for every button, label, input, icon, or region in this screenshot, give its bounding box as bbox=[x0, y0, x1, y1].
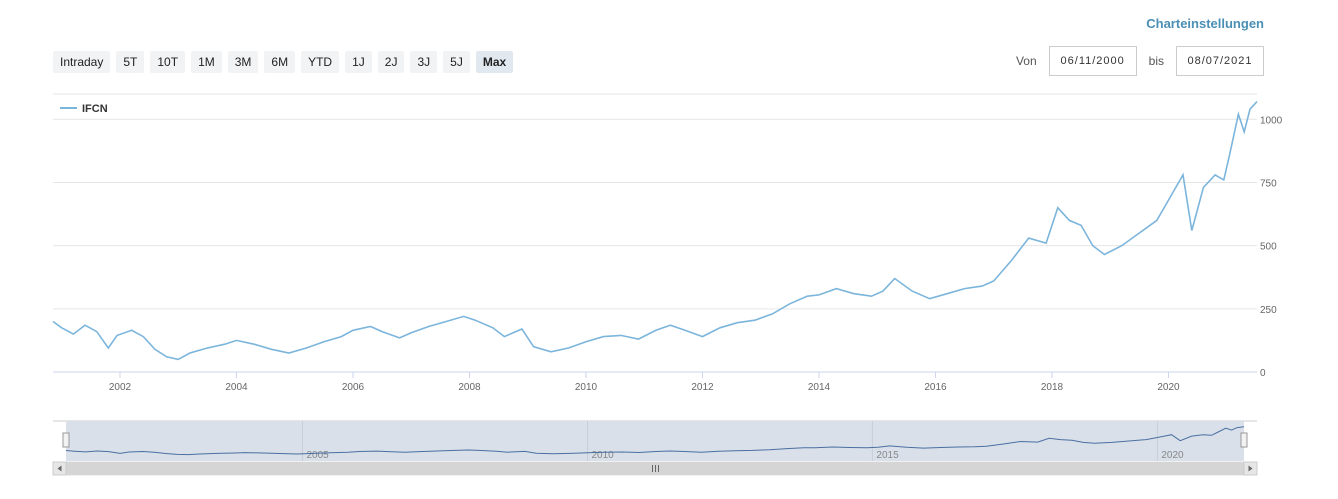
y-axis-ticks: 0 250 500 750 1000 bbox=[1260, 115, 1283, 379]
scrollbar[interactable] bbox=[52, 461, 1258, 476]
y-tick-label: 250 bbox=[1260, 305, 1277, 316]
range-selector: Intraday 5T 10T 1M 3M 6M YTD 1J 2J 3J 5J… bbox=[53, 51, 514, 73]
range-button-intraday[interactable]: Intraday bbox=[53, 51, 111, 73]
range-button-ytd[interactable]: YTD bbox=[301, 51, 340, 73]
x-tick-label: 2008 bbox=[458, 382, 481, 393]
range-button-max[interactable]: Max bbox=[475, 51, 514, 73]
x-tick-label: 2006 bbox=[342, 382, 365, 393]
range-button-5j[interactable]: 5J bbox=[443, 51, 470, 73]
navigator-selected-range[interactable] bbox=[66, 421, 1244, 461]
x-tick-label: 2004 bbox=[225, 382, 248, 393]
navigator-left-handle[interactable] bbox=[62, 432, 70, 448]
navigator-tick-label: 2005 bbox=[307, 450, 330, 461]
y-tick-label: 1000 bbox=[1260, 115, 1283, 126]
date-from-label: Von bbox=[1015, 54, 1037, 68]
legend[interactable]: IFCN bbox=[60, 103, 108, 115]
range-button-5t[interactable]: 5T bbox=[116, 51, 145, 73]
date-to-label: bis bbox=[1148, 54, 1164, 68]
x-tick-label: 2012 bbox=[691, 382, 714, 393]
x-tick-label: 2016 bbox=[924, 382, 947, 393]
range-button-1m[interactable]: 1M bbox=[191, 51, 222, 73]
legend-label-ifcn[interactable]: IFCN bbox=[82, 103, 108, 115]
grid-lines bbox=[53, 118, 1257, 310]
range-button-3m[interactable]: 3M bbox=[227, 51, 259, 73]
navigator-series-line bbox=[65, 426, 1245, 456]
range-button-10t[interactable]: 10T bbox=[150, 51, 186, 73]
navigator-tick-label: 2015 bbox=[876, 450, 899, 461]
navigator[interactable]: 2005 2010 2015 2020 bbox=[53, 420, 1257, 461]
x-tick-label: 2002 bbox=[109, 382, 132, 393]
navigator-x-ticks: 2005 2010 2015 2020 bbox=[302, 421, 1184, 461]
x-tick-label: 2018 bbox=[1041, 382, 1064, 393]
range-button-3j[interactable]: 3J bbox=[410, 51, 438, 73]
x-axis-ticks: 2002 2004 2006 2008 2010 2012 2014 2016 2018 2020 bbox=[109, 372, 1180, 393]
date-to-input[interactable] bbox=[1176, 46, 1264, 76]
series-line-ifcn[interactable] bbox=[52, 101, 1258, 361]
grip-icon bbox=[652, 465, 659, 472]
x-tick-label: 2020 bbox=[1157, 382, 1180, 393]
range-button-6m[interactable]: 6M bbox=[264, 51, 296, 73]
y-tick-label: 500 bbox=[1260, 242, 1277, 253]
x-tick-label: 2014 bbox=[808, 382, 831, 393]
chart-settings-link[interactable]: Charteinstellungen bbox=[1146, 16, 1264, 31]
chevron-left-icon bbox=[57, 465, 62, 472]
y-tick-label: 750 bbox=[1260, 178, 1277, 189]
y-tick-label: 0 bbox=[1260, 368, 1266, 379]
chevron-right-icon bbox=[1248, 465, 1253, 472]
range-button-1j[interactable]: 1J bbox=[345, 51, 372, 73]
x-tick-label: 2010 bbox=[575, 382, 598, 393]
date-from-input[interactable] bbox=[1048, 46, 1137, 76]
range-button-2j[interactable]: 2J bbox=[377, 51, 405, 73]
navigator-right-handle[interactable] bbox=[1240, 432, 1248, 448]
date-range: Von bis bbox=[1004, 46, 1264, 76]
navigator-tick-label: 2010 bbox=[591, 450, 614, 461]
navigator-tick-label: 2020 bbox=[1161, 450, 1184, 461]
